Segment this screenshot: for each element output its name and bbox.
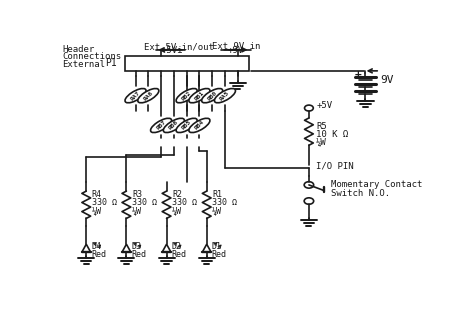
- Text: D2: D2: [171, 242, 182, 251]
- Text: Red: Red: [171, 250, 187, 259]
- Text: 330 Ω: 330 Ω: [212, 198, 237, 207]
- Text: +5Vi: +5Vi: [161, 46, 183, 55]
- Ellipse shape: [151, 118, 171, 133]
- Ellipse shape: [202, 89, 223, 103]
- Text: RB4: RB4: [194, 120, 205, 131]
- Text: RB6: RB6: [168, 120, 179, 131]
- Text: ¼W: ¼W: [92, 206, 102, 215]
- Text: Ext 5V in/out: Ext 5V in/out: [145, 43, 214, 52]
- Text: Ext 9V in: Ext 9V in: [212, 43, 260, 52]
- Text: ¼W: ¼W: [212, 206, 222, 215]
- Text: RA7: RA7: [130, 90, 141, 101]
- Text: RB2: RB2: [181, 90, 192, 101]
- Text: ¼W: ¼W: [132, 206, 142, 215]
- Ellipse shape: [189, 118, 210, 133]
- Text: ¼W: ¼W: [316, 137, 327, 146]
- Text: D1: D1: [212, 242, 222, 251]
- Text: ¼W: ¼W: [172, 206, 182, 215]
- Text: Switch N.O.: Switch N.O.: [331, 189, 390, 198]
- Text: D3: D3: [131, 242, 141, 251]
- Text: +5V: +5V: [316, 101, 333, 110]
- Text: RA6: RA6: [143, 90, 154, 101]
- Text: +: +: [355, 69, 362, 79]
- Text: Red: Red: [91, 250, 106, 259]
- Text: 9V: 9V: [380, 75, 394, 85]
- Ellipse shape: [163, 118, 184, 133]
- Text: D4: D4: [91, 242, 101, 251]
- Text: Header: Header: [63, 45, 95, 54]
- Text: Connections: Connections: [63, 52, 122, 61]
- Text: Red: Red: [131, 250, 146, 259]
- Text: RB7: RB7: [155, 120, 167, 131]
- Text: 10 K Ω: 10 K Ω: [316, 129, 349, 138]
- Text: RB5: RB5: [181, 120, 192, 131]
- Text: External: External: [63, 60, 106, 69]
- Ellipse shape: [125, 89, 146, 103]
- Ellipse shape: [189, 89, 210, 103]
- Text: 330 Ω: 330 Ω: [92, 198, 117, 207]
- Ellipse shape: [138, 89, 159, 103]
- Text: R2: R2: [172, 190, 182, 199]
- Text: +9V: +9V: [228, 46, 244, 55]
- Text: 330 Ω: 330 Ω: [132, 198, 157, 207]
- Text: I/O PIN: I/O PIN: [316, 162, 354, 171]
- Text: R5: R5: [316, 122, 327, 131]
- Ellipse shape: [176, 118, 197, 133]
- Text: R3: R3: [132, 190, 142, 199]
- Text: RB0: RB0: [206, 90, 218, 101]
- Text: P1: P1: [106, 58, 117, 69]
- Text: RA5: RA5: [219, 90, 231, 101]
- Text: 330 Ω: 330 Ω: [172, 198, 197, 207]
- Text: R4: R4: [92, 190, 102, 199]
- Text: Red: Red: [212, 250, 227, 259]
- Text: R1: R1: [212, 190, 222, 199]
- Ellipse shape: [214, 89, 236, 103]
- Text: RB1: RB1: [194, 90, 205, 101]
- Ellipse shape: [176, 89, 197, 103]
- Text: Momentary Contact: Momentary Contact: [331, 180, 422, 189]
